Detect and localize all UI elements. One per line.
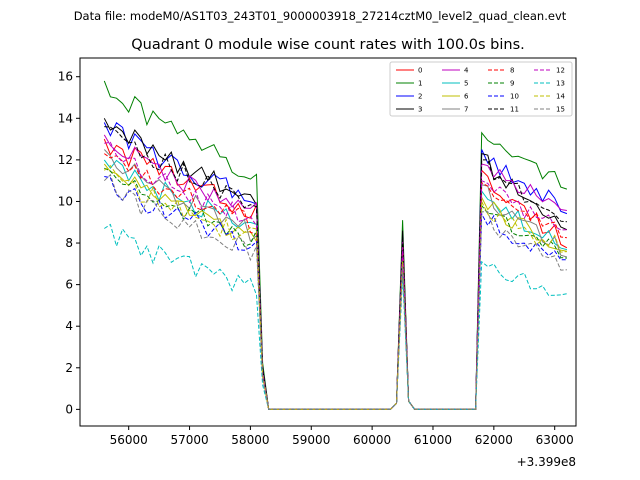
legend-label: 13 [556,80,565,88]
legend-label: 4 [464,67,469,75]
legend-label: 2 [418,93,422,101]
x-tick-label: 59000 [292,433,330,447]
series-line-8 [104,153,567,410]
x-tick-label: 62000 [475,433,513,447]
legend-label: 12 [556,67,565,75]
plot-area: 56000 57000 58000 59000 60000 61000 62000 63000… [58,57,577,447]
legend-label: 15 [556,106,565,114]
x-tick-label: 57000 [170,433,208,447]
y-tick-label: 16 [58,70,73,84]
legend-label: 5 [464,80,468,88]
chart-title: Quadrant 0 module wise count rates with … [131,37,525,53]
x-tick-label: 63000 [536,433,574,447]
x-axis: 56000 57000 58000 59000 60000 61000 62000 63000 [110,426,574,447]
legend-frame [389,61,573,117]
series-line-0 [103,138,568,410]
chart-suptitle: Data file: modeM0/AS1T03_243T01_90000039… [74,9,567,23]
x-tick-label: 58000 [231,433,269,447]
series-line-4 [103,134,567,410]
legend-label: 7 [464,106,468,114]
y-tick-label: 2 [65,361,73,375]
legend-label: 1 [418,80,422,88]
legend-label: 0 [418,67,422,75]
y-tick-label: 6 [65,278,73,292]
x-tick-label: 60000 [353,433,391,447]
legend-label: 14 [556,93,565,101]
series-line-1 [103,80,568,410]
legend-label: 6 [464,93,469,101]
series-line-13 [104,223,567,410]
plot-frame [79,57,577,427]
legend-label: 10 [510,93,519,101]
y-tick-label: 12 [58,153,73,167]
series-line-2 [103,122,568,410]
y-tick-label: 0 [65,402,73,416]
series-line-6 [103,163,567,410]
y-tick-label: 8 [65,236,73,250]
series-line-14 [103,164,567,410]
x-tick-label: 61000 [414,433,452,447]
legend-label: 9 [510,80,514,88]
series-line-10 [104,176,567,410]
series-layer [103,80,568,410]
series-line-9 [104,167,567,410]
y-tick-label: 14 [58,111,73,125]
y-axis: 0 2 4 6 8 10 12 14 16 [58,70,80,416]
y-tick-label: 4 [65,319,73,333]
series-line-12 [104,141,567,410]
x-tick-label: 56000 [110,433,148,447]
x-axis-offset-label: +3.399e8 [517,455,576,469]
series-line-3 [103,118,568,410]
legend-label: 3 [418,106,422,114]
series-line-15 [103,173,567,410]
y-tick-label: 10 [58,194,73,208]
legend-label: 11 [510,106,519,114]
legend-label: 8 [510,67,514,75]
